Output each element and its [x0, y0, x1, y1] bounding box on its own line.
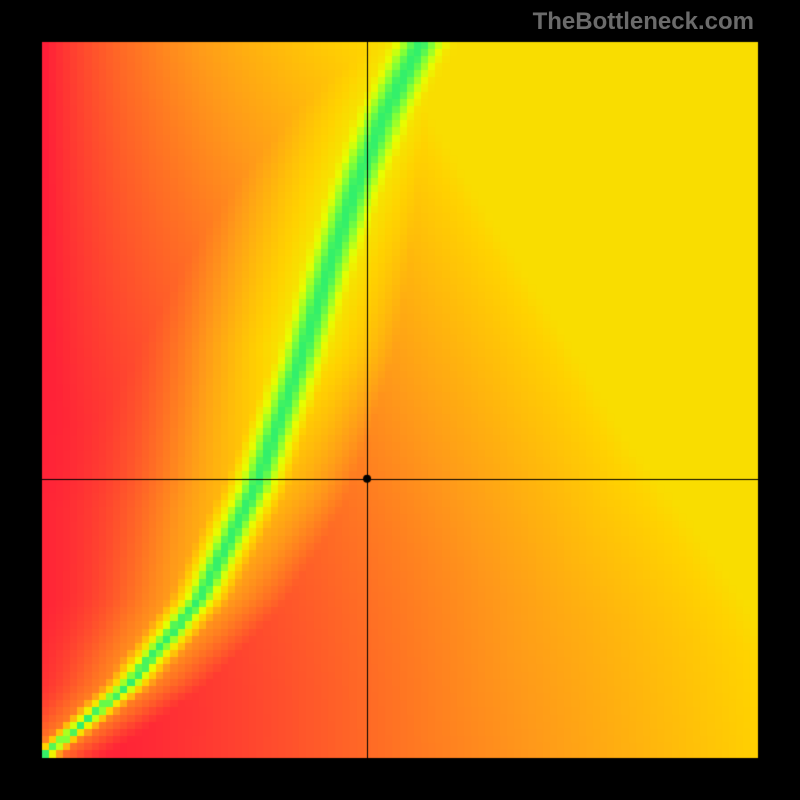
heatmap-canvas — [0, 0, 800, 800]
watermark-text: TheBottleneck.com — [533, 8, 754, 36]
chart-container: TheBottleneck.com — [0, 0, 800, 800]
